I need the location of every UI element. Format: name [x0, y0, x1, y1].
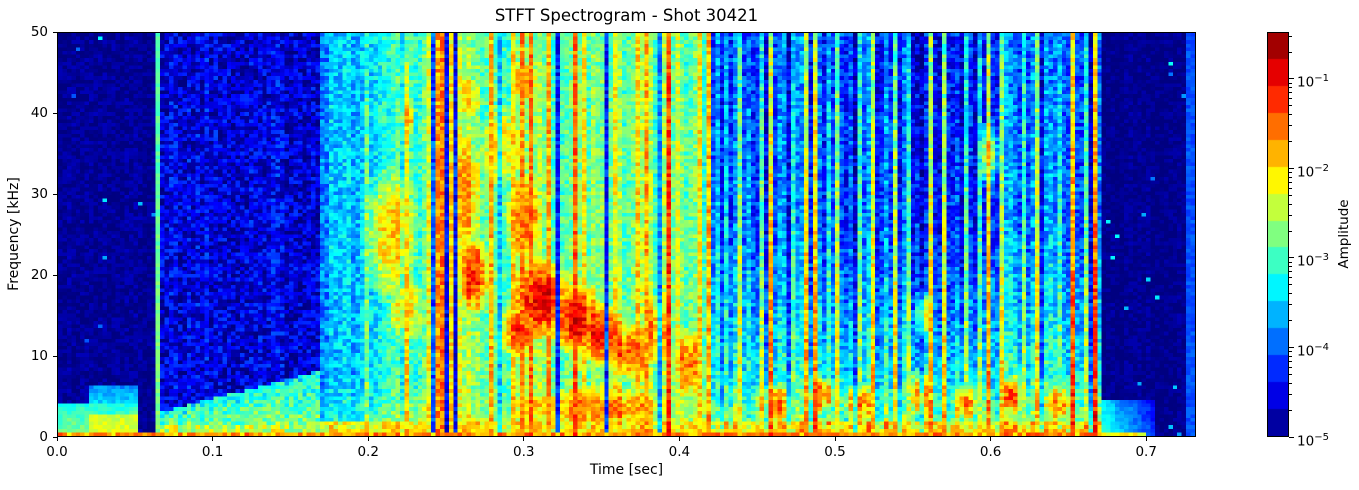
y-tick-label: 30	[30, 185, 48, 202]
colorbar-minor-tick-mark	[1289, 393, 1292, 395]
x-tick-mark	[212, 437, 214, 441]
colorbar-tick-mark	[1289, 257, 1294, 259]
colorbar-minor-tick-mark	[1289, 105, 1292, 107]
colorbar-tick-mark	[1289, 346, 1294, 348]
y-tick-label: 20	[30, 266, 48, 283]
colorbar-tick-label: 10−5	[1297, 431, 1329, 450]
y-tick-mark	[53, 355, 57, 357]
colorbar-tick-label: 10−2	[1297, 162, 1329, 181]
colorbar-ticks: 10−1 10−2 10−3 10−4 10−5	[1289, 32, 1359, 449]
y-tick-label: 40	[30, 104, 48, 121]
chart-title: STFT Spectrogram - Shot 30421	[494, 6, 759, 25]
x-tick-mark	[367, 437, 369, 441]
colorbar-minor-tick-mark	[1289, 320, 1292, 322]
colorbar-minor-tick-mark	[1289, 293, 1292, 295]
colorbar-minor-tick-mark	[1289, 304, 1292, 306]
colorbar-minor-tick-mark	[1289, 82, 1292, 84]
colorbar-minor-tick-mark	[1289, 125, 1292, 127]
colorbar-tick-label: 10−1	[1297, 73, 1329, 91]
colorbar-minor-tick-mark	[1289, 87, 1292, 89]
colorbar-minor-tick-mark	[1289, 366, 1292, 368]
y-tick-mark	[53, 436, 57, 438]
colorbar-minor-tick-mark	[1289, 382, 1292, 384]
y-tick-mark	[53, 274, 57, 276]
colorbar-tick-mark	[1289, 436, 1294, 438]
colorbar-minor-tick-mark	[1289, 98, 1292, 100]
y-tick-label: 0	[39, 428, 48, 445]
x-tick-mark	[523, 437, 525, 441]
x-tick-label: 0.4	[668, 444, 691, 460]
colorbar-label: Amplitude	[1336, 199, 1352, 269]
colorbar-minor-tick-mark	[1289, 261, 1292, 263]
x-tick-mark	[678, 437, 680, 441]
colorbar-minor-tick-mark	[1289, 187, 1292, 189]
x-tick-label: 0.7	[1135, 444, 1157, 460]
colorbar-gradient	[1268, 33, 1288, 436]
colorbar-minor-tick-mark	[1289, 114, 1292, 116]
colorbar-minor-tick-mark	[1289, 176, 1292, 178]
x-tick-label: 0.6	[979, 444, 1002, 460]
colorbar-minor-tick-mark	[1289, 230, 1292, 232]
y-tick-mark	[53, 31, 57, 33]
x-tick-label: 0.3	[513, 444, 535, 460]
colorbar	[1267, 32, 1289, 437]
colorbar-minor-tick-mark	[1289, 266, 1292, 268]
colorbar-tick-mark	[1289, 167, 1294, 169]
colorbar-minor-tick-mark	[1289, 141, 1292, 143]
y-tick-mark	[53, 193, 57, 195]
x-tick-mark	[1145, 437, 1147, 441]
colorbar-minor-tick-mark	[1289, 373, 1292, 375]
y-axis-ticks: 0 10 20 30 40 50	[0, 24, 57, 445]
x-tick-label: 0.1	[201, 444, 224, 460]
x-axis-ticks: 0.0 0.1 0.2 0.3 0.4 0.5 0.6 0.7	[46, 437, 1196, 479]
colorbar-minor-tick-mark	[1289, 355, 1292, 357]
x-tick-label: 0.2	[357, 444, 379, 460]
spectrogram-heatmap	[58, 33, 1195, 436]
x-tick-mark	[990, 437, 992, 441]
y-tick-label: 50	[30, 23, 48, 40]
colorbar-minor-tick-mark	[1289, 277, 1292, 279]
colorbar-minor-tick-mark	[1289, 284, 1292, 286]
y-tick-mark	[53, 112, 57, 114]
colorbar-minor-tick-mark	[1289, 35, 1292, 37]
colorbar-minor-tick-mark	[1289, 181, 1292, 183]
colorbar-minor-tick-mark	[1289, 214, 1292, 216]
x-tick-label: 0.5	[824, 444, 846, 460]
colorbar-minor-tick-mark	[1289, 194, 1292, 196]
y-tick-label: 10	[30, 347, 48, 364]
colorbar-minor-tick-mark	[1289, 360, 1292, 362]
colorbar-tick-label: 10−4	[1297, 341, 1329, 360]
colorbar-tick-label: 10−3	[1297, 252, 1329, 270]
colorbar-tick-mark	[1289, 78, 1294, 80]
x-tick-label: 0.0	[46, 444, 68, 460]
colorbar-minor-tick-mark	[1289, 203, 1292, 205]
x-tick-mark	[834, 437, 836, 441]
x-axis-label: Time [sec]	[589, 462, 664, 478]
colorbar-minor-tick-mark	[1289, 271, 1292, 273]
colorbar-minor-tick-mark	[1289, 51, 1292, 53]
colorbar-minor-tick-mark	[1289, 409, 1292, 411]
colorbar-minor-tick-mark	[1289, 172, 1292, 174]
colorbar-minor-tick-mark	[1289, 351, 1292, 353]
x-tick-mark	[56, 437, 58, 441]
plot-area	[57, 32, 1196, 437]
colorbar-minor-tick-mark	[1289, 92, 1292, 94]
